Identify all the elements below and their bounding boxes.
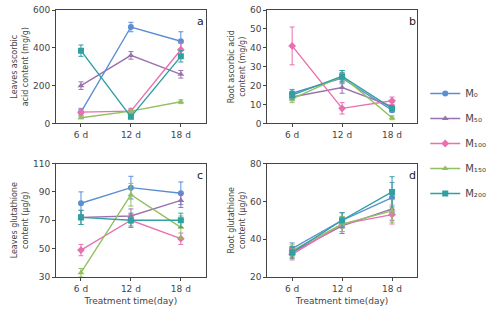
svg-text:6 d: 6 d: [285, 130, 299, 140]
svg-text:12 d: 12 d: [332, 130, 352, 140]
svg-text:M₂₀₀: M₂₀₀: [465, 188, 486, 199]
svg-text:20: 20: [250, 272, 262, 282]
svg-text:Treatment time(day): Treatment time(day): [84, 296, 178, 306]
svg-text:90: 90: [39, 187, 51, 197]
svg-text:600: 600: [33, 5, 50, 15]
svg-text:M₁₀₀: M₁₀₀: [465, 138, 486, 149]
svg-text:b: b: [409, 15, 416, 28]
svg-text:60: 60: [250, 5, 262, 15]
svg-text:110: 110: [33, 159, 50, 169]
svg-text:70: 70: [39, 215, 51, 225]
svg-text:6 d: 6 d: [74, 130, 88, 140]
svg-text:50: 50: [39, 244, 51, 254]
svg-text:d: d: [409, 169, 416, 182]
svg-text:400: 400: [33, 43, 50, 53]
svg-text:18 d: 18 d: [382, 284, 402, 294]
svg-text:6 d: 6 d: [74, 284, 88, 294]
svg-text:18 d: 18 d: [382, 130, 402, 140]
svg-text:c: c: [197, 169, 203, 182]
svg-text:40: 40: [250, 234, 262, 244]
svg-text:30: 30: [250, 62, 262, 72]
svg-text:M₅₀: M₅₀: [465, 113, 482, 124]
svg-text:0: 0: [256, 119, 262, 129]
svg-text:80: 80: [250, 159, 262, 169]
svg-text:M₀: M₀: [465, 88, 478, 99]
svg-text:12 d: 12 d: [121, 284, 141, 294]
svg-text:Treatment time(day): Treatment time(day): [295, 296, 389, 306]
svg-text:18 d: 18 d: [171, 130, 191, 140]
svg-text:M₁₅₀: M₁₅₀: [465, 163, 486, 174]
svg-text:Leaves glutathionecontent (μg/: Leaves glutathionecontent (μg/g): [10, 182, 29, 258]
svg-text:50: 50: [250, 24, 262, 34]
svg-text:12 d: 12 d: [121, 130, 141, 140]
svg-text:20: 20: [250, 81, 262, 91]
svg-text:60: 60: [250, 196, 262, 206]
svg-text:18 d: 18 d: [171, 284, 191, 294]
svg-text:a: a: [197, 15, 204, 28]
svg-text:6 d: 6 d: [285, 284, 299, 294]
svg-text:Leaves ascorbicacid content (m: Leaves ascorbicacid content (mg/g): [10, 27, 29, 106]
svg-text:Root ascorbic acidcontent (mg/: Root ascorbic acidcontent (mg/g): [227, 30, 246, 103]
svg-text:200: 200: [33, 81, 50, 91]
svg-text:40: 40: [250, 43, 262, 53]
svg-text:10: 10: [250, 100, 262, 110]
svg-text:Root glutathionecontent (μg/g): Root glutathionecontent (μg/g): [227, 187, 246, 253]
svg-text:0: 0: [44, 119, 50, 129]
svg-text:12 d: 12 d: [332, 284, 352, 294]
svg-text:30: 30: [39, 272, 51, 282]
